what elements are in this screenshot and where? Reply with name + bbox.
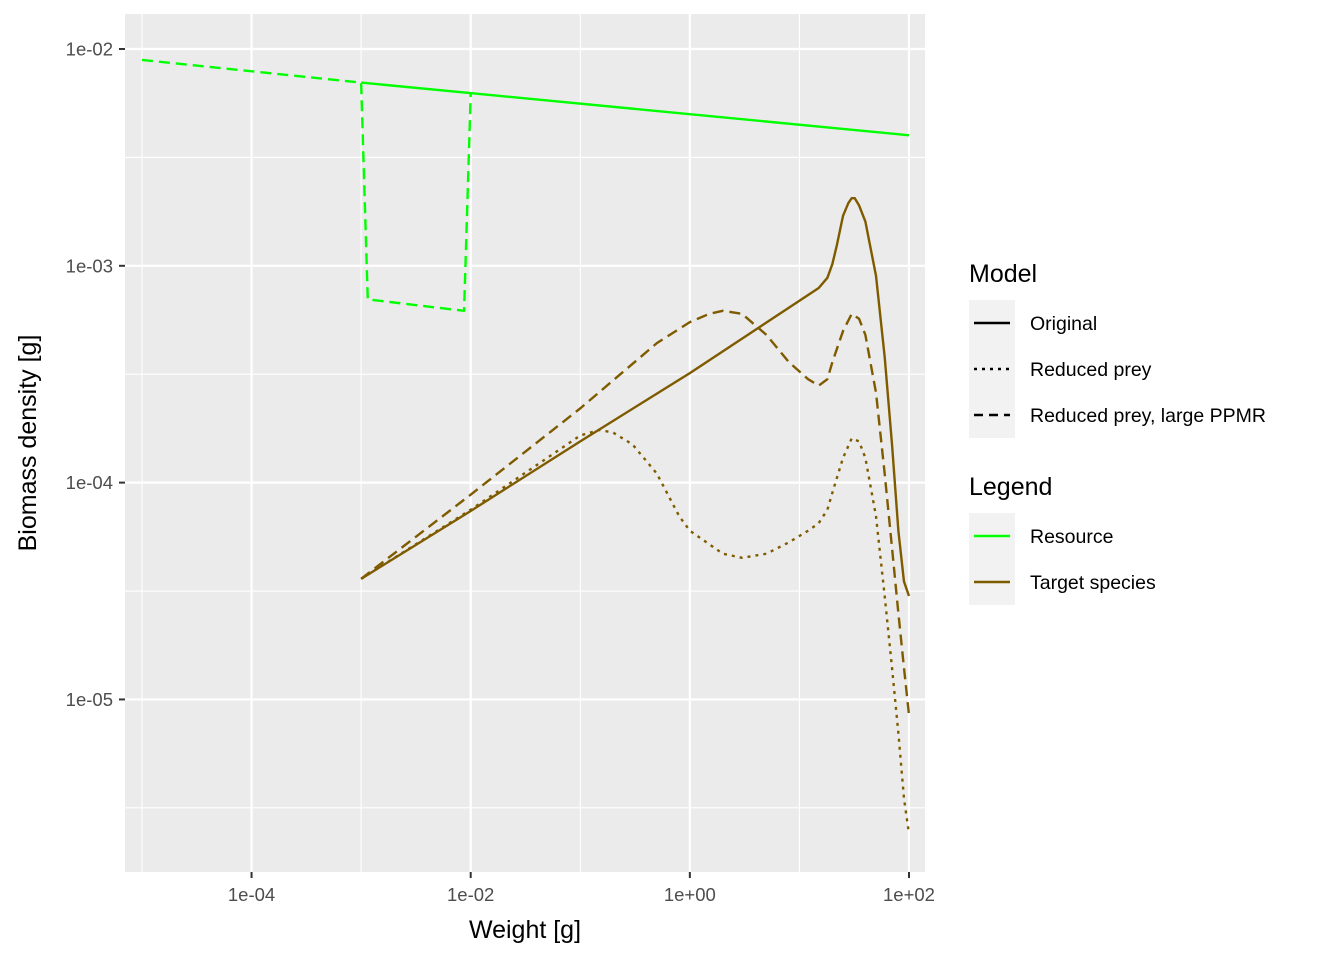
x-tick-label: 1e-02 — [447, 884, 494, 905]
x-tick-label: 1e+00 — [664, 884, 716, 905]
legend-title: Model — [969, 260, 1037, 288]
series-line-target-species-original — [360, 197, 911, 597]
legend-label: Reduced prey, large PPMR — [1030, 405, 1266, 427]
series-line-resource-reduced-prey-large-ppmr — [141, 58, 472, 313]
plot-panel — [125, 14, 925, 872]
x-axis-title: Weight [g] — [469, 916, 581, 944]
tick-labels: 1e-04 1e-02 1e+00 1e+02 1e-05 1e-04 1e-03 1e-02 — [66, 38, 935, 905]
y-tick-label: 1e-04 — [66, 472, 113, 493]
y-tick-label: 1e-03 — [66, 255, 113, 276]
y-tick-label: 1e-05 — [66, 689, 113, 710]
series-layer — [141, 58, 911, 834]
legend-label: Target species — [1030, 572, 1156, 594]
series-line-resource-original — [361, 81, 910, 137]
legend-label: Original — [1030, 313, 1097, 335]
legend-title: Legend — [969, 473, 1052, 501]
x-tick-label: 1e+02 — [883, 884, 935, 905]
series-line-target-species-reduced-prey-large-ppmr — [360, 309, 911, 715]
series-line-target-species-reduced-prey — [360, 428, 911, 834]
grid-minor — [125, 14, 925, 872]
legend: Model Original Reduced prey Reduced prey, l… — [969, 260, 1266, 605]
axis-ticks — [119, 47, 910, 878]
y-axis-title: Biomass density [g] — [14, 335, 42, 552]
legend-label: Reduced prey — [1030, 359, 1152, 381]
grid-major — [125, 14, 925, 872]
x-tick-label: 1e-04 — [228, 884, 275, 905]
y-tick-label: 1e-02 — [66, 38, 113, 59]
legend-label: Resource — [1030, 526, 1113, 548]
